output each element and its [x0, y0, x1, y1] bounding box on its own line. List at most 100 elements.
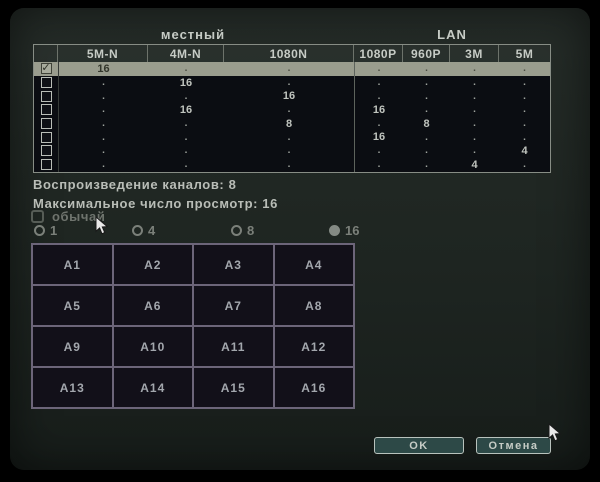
- channel-cell-a9[interactable]: A9: [33, 327, 112, 366]
- split-radio-8[interactable]: 8: [231, 223, 254, 238]
- column-header-5m: 5M: [515, 46, 534, 61]
- channel-cell-a3[interactable]: A3: [194, 245, 273, 284]
- table-cell: .: [425, 63, 428, 75]
- column-header-960p: 960P: [403, 45, 450, 62]
- table-cell: .: [354, 75, 403, 90]
- table-cell: .: [473, 145, 476, 157]
- table-body: ✓ 16....... 16....... 16..... 16. 16..... 8. 8.…: [34, 62, 550, 172]
- row-checkbox[interactable]: [40, 90, 52, 102]
- table-row[interactable]: .. 8. 8..: [34, 116, 550, 131]
- split-radio-4[interactable]: 4: [132, 223, 155, 238]
- table-cell: .: [473, 118, 476, 130]
- table-cell: .: [523, 159, 526, 171]
- section-label-lan: LAN: [437, 26, 467, 42]
- table-cell: 4: [521, 144, 528, 157]
- channel-cell-a4[interactable]: A4: [274, 245, 353, 284]
- table-row[interactable]: ✓ 16......: [34, 62, 550, 76]
- row-checkbox[interactable]: [40, 104, 52, 116]
- split-radio-group: 1 4 8 16: [32, 223, 372, 238]
- column-header-5m-n: 5M-N: [58, 45, 148, 62]
- checkbox-cell: [34, 76, 58, 90]
- radio-selected-icon[interactable]: [329, 225, 340, 236]
- row-checkbox[interactable]: [40, 118, 52, 130]
- table-row[interactable]: ... 16...: [34, 130, 550, 145]
- table-cell: .: [523, 118, 526, 130]
- table-row[interactable]: .. 16....: [34, 89, 550, 104]
- row-checkbox[interactable]: [40, 77, 52, 89]
- table-cell: 8: [423, 117, 430, 130]
- table-cell: .: [287, 63, 291, 75]
- table-cell: 16: [354, 130, 403, 145]
- table-cell: .: [354, 62, 403, 76]
- channel-cell-a15[interactable]: A15: [194, 368, 273, 407]
- split-radio-1[interactable]: 1: [34, 223, 57, 238]
- table-cell: .: [58, 103, 148, 117]
- table-cell: .: [523, 63, 526, 75]
- channel-cell-a12[interactable]: A12: [274, 327, 353, 366]
- header-checkbox-spacer: [34, 45, 58, 62]
- table-cell: .: [58, 75, 148, 90]
- channel-cell-a16[interactable]: A16: [274, 368, 353, 407]
- table-cell: 16: [282, 90, 296, 103]
- channel-cell-a14[interactable]: A14: [113, 368, 192, 407]
- split-radio-16[interactable]: 16: [329, 223, 359, 238]
- table-cell: .: [523, 131, 526, 143]
- channel-cell-a1[interactable]: A1: [33, 245, 112, 284]
- table-cell: .: [287, 104, 291, 116]
- radio-label: 8: [247, 223, 255, 238]
- channel-cell-a6[interactable]: A6: [113, 286, 192, 325]
- channel-cell-a11[interactable]: A11: [194, 327, 273, 366]
- table-cell: 8: [285, 117, 293, 130]
- table-cell: .: [184, 131, 188, 143]
- ok-button[interactable]: OK: [374, 437, 464, 454]
- max-view-text: Максимальное число просмотр: 16: [33, 196, 278, 211]
- row-checkbox[interactable]: [40, 145, 52, 157]
- radio-label: 4: [148, 223, 156, 238]
- table-cell: 4: [471, 158, 478, 171]
- table-cell: 16: [354, 103, 403, 117]
- table-cell: .: [354, 89, 403, 104]
- column-header-3m: 3M: [450, 45, 499, 62]
- table-cell: 16: [179, 103, 193, 116]
- table-cell: .: [58, 116, 148, 131]
- cancel-button[interactable]: Отмена: [476, 437, 551, 454]
- row-checkbox[interactable]: [40, 159, 52, 171]
- table-cell: .: [425, 145, 428, 157]
- channel-cell-a13[interactable]: A13: [33, 368, 112, 407]
- table-cell: .: [58, 144, 148, 158]
- checkbox-cell: [34, 117, 58, 131]
- channel-cell-a2[interactable]: A2: [113, 245, 192, 284]
- table-row[interactable]: . 16.....: [34, 75, 550, 90]
- table-cell: .: [58, 89, 148, 104]
- channel-mode-table: 5M-N 4M-N 1080N 1080P 960P 3M 5M ✓ 16....... 16.…: [33, 44, 551, 173]
- channel-cell-a7[interactable]: A7: [194, 286, 273, 325]
- table-cell: .: [473, 90, 476, 102]
- section-label-local: местный: [160, 26, 226, 42]
- table-cell: .: [523, 77, 526, 89]
- radio-icon[interactable]: [34, 225, 45, 236]
- row-checkbox[interactable]: ✓: [40, 62, 52, 75]
- channel-cell-a10[interactable]: A10: [113, 327, 192, 366]
- checkbox-cell: [34, 103, 58, 117]
- custom-checkbox[interactable]: [31, 210, 44, 223]
- checkbox-cell: [34, 158, 58, 172]
- table-cell: .: [523, 104, 526, 116]
- table-cell: .: [184, 90, 188, 102]
- table-cell: .: [354, 144, 403, 158]
- playback-channels-text: Воспроизведение каналов: 8: [33, 177, 237, 192]
- radio-icon[interactable]: [231, 225, 242, 236]
- table-cell: .: [58, 130, 148, 145]
- table-cell: .: [354, 116, 403, 131]
- table-cell: .: [473, 131, 476, 143]
- channel-cell-a5[interactable]: A5: [33, 286, 112, 325]
- table-row[interactable]: ..... 4.: [34, 157, 550, 172]
- table-row[interactable]: ...... 4: [34, 144, 550, 158]
- radio-icon[interactable]: [132, 225, 143, 236]
- radio-label: 16: [345, 223, 360, 238]
- channel-cell-a8[interactable]: A8: [274, 286, 353, 325]
- row-checkbox[interactable]: [40, 131, 52, 143]
- table-cell: .: [425, 159, 428, 171]
- table-row[interactable]: . 16. 16...: [34, 103, 550, 117]
- table-cell: .: [287, 145, 291, 157]
